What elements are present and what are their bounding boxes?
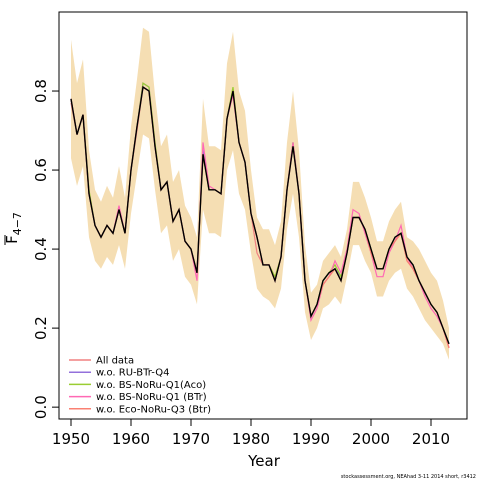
footer-credit: stockassessment.org, NEAhad 3-11 2014 sh… [341, 474, 476, 480]
legend-label-2: w.o. RU-BTr-Q4 [96, 368, 169, 379]
y-tick-label-1: 0.2 [32, 316, 50, 340]
y-axis: 0.0 0.2 0.4 0.6 0.8 [32, 79, 59, 419]
plot-frame [58, 11, 468, 420]
x-tick-label-2010: 2010 [412, 430, 450, 448]
x-tick-label-1970: 1970 [172, 430, 210, 448]
reference-line [70, 85, 450, 345]
x-axis: 1950 1960 1970 1980 1990 2000 2010 [52, 419, 450, 448]
svg-text:F4−7: F4−7 [3, 212, 24, 244]
y-axis-title-main: F [3, 235, 21, 244]
y-tick-label-0: 0.0 [32, 395, 50, 419]
x-tick-label-2000: 2000 [352, 430, 390, 448]
y-tick-label-3: 0.6 [32, 158, 50, 182]
plot-area [70, 27, 450, 360]
x-tick-label-1950: 1950 [52, 430, 90, 448]
legend-label-4: w.o. BS-NoRu-Q1 (BTr) [96, 392, 207, 403]
x-tick-label-1990: 1990 [292, 430, 330, 448]
x-tick-label-1980: 1980 [232, 430, 270, 448]
y-tick-label-4: 0.8 [32, 79, 50, 103]
legend-label-5: w.o. Eco-NoRu-Q3 (Btr) [96, 404, 211, 415]
y-axis-title: F4−7 [3, 212, 24, 245]
x-tick-label-1960: 1960 [112, 430, 150, 448]
legend-label-3: w.o. BS-NoRu-Q1(Aco) [96, 380, 206, 391]
legend-label-1: All data [96, 356, 134, 367]
x-axis-title: Year [247, 452, 281, 470]
y-axis-title-sub: 4−7 [11, 212, 24, 235]
confidence-band [71, 27, 449, 360]
y-tick-label-2: 0.4 [32, 237, 50, 261]
